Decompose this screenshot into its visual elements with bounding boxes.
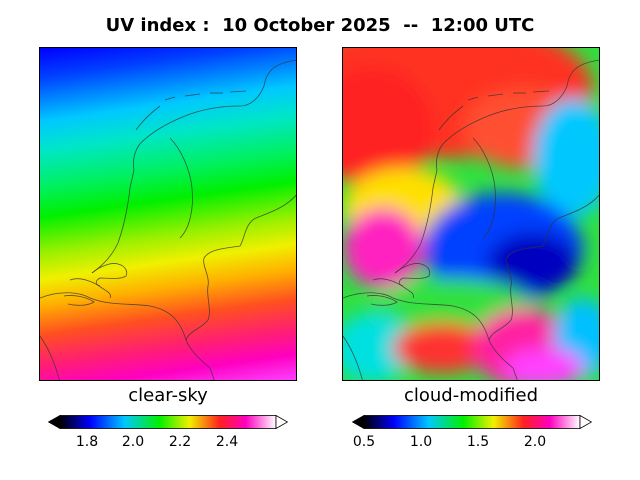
colorbar-tick-label: 1.5 [466,434,490,450]
colorbar-tick-label: 0.5 [352,434,376,450]
colorbar-tick-label: 2.2 [168,434,192,450]
map-title: UV index : 10 October 2025 -- 12:00 UTC [105,15,535,36]
panel-label-clear-sky: clear-sky [128,385,208,406]
colorbar-tick-label: 2.4 [215,434,239,450]
cloud-modified-map [342,47,600,381]
colorbar-tick-label: 2.0 [523,434,547,450]
netherlands-outline-left [40,59,296,380]
colorbar-tick-label: 1.0 [409,434,433,450]
netherlands-outline-right [343,59,599,380]
colorbar-tick-label: 1.8 [75,434,99,450]
panel-label-cloud-modified: cloud-modified [403,385,539,406]
colorbar-clear-sky [48,415,288,429]
colorbar-cloud-modified [352,415,592,429]
clear-sky-map [39,47,297,381]
colorbar-tick-label: 2.0 [121,434,145,450]
uv-field-blobs [343,48,599,380]
